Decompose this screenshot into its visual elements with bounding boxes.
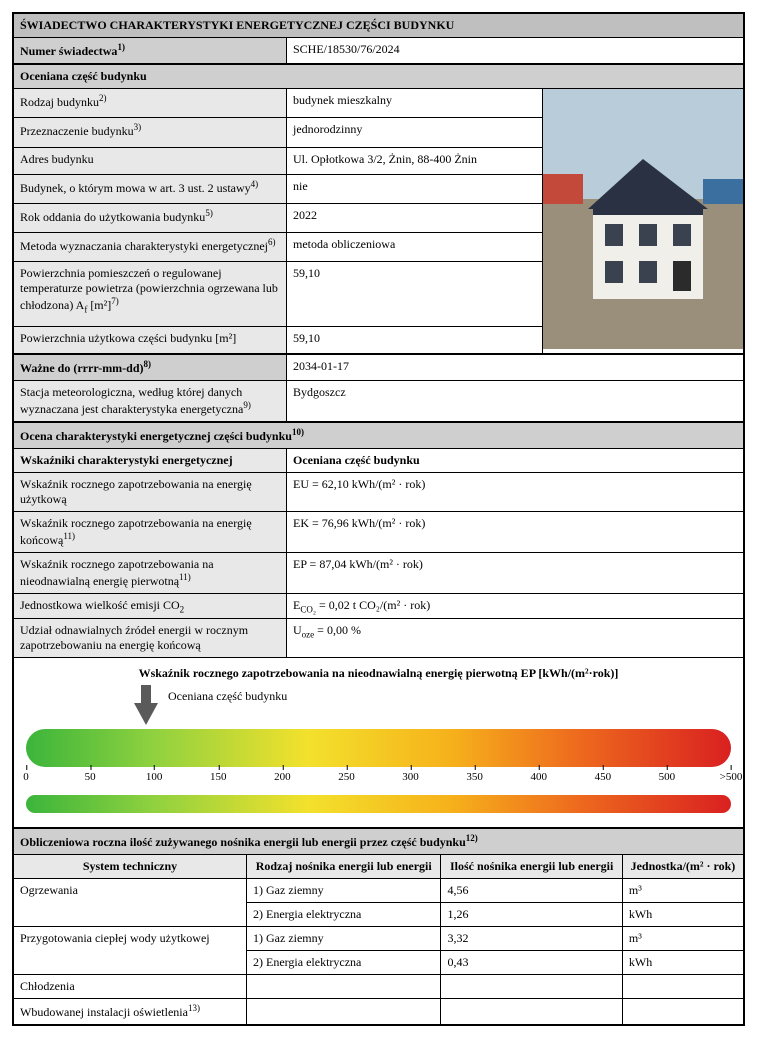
ep-arrow-icon <box>134 703 158 725</box>
section1-label: Adres budynku <box>14 147 287 174</box>
section2-col2: Oceniana część budynku <box>287 449 744 473</box>
section3-unit <box>622 999 743 1025</box>
ep-tick: 200 <box>274 771 291 783</box>
header-table: ŚWIADECTWO CHARAKTERYSTYKI ENERGETYCZNEJ… <box>13 13 744 64</box>
valid-table: Ważne do (rrrr-mm-dd)8) 2034-01-17 Stacj… <box>13 354 744 422</box>
ep-tick: 400 <box>530 771 547 783</box>
section1-value: jednorodzinny <box>287 118 543 147</box>
section1-value: budynek mieszkalny <box>287 89 543 118</box>
ep-ticks: 050100150200250300350400450500>500 <box>26 771 731 791</box>
section3-system: Ogrzewania <box>14 879 247 927</box>
section2-value: EK = 76,96 kWh/(m² · rok) <box>287 512 744 553</box>
section1-label: Przeznaczenie budynku3) <box>14 118 287 147</box>
section3-amount: 0,43 <box>441 951 622 975</box>
section1-table: Oceniana część budynku Rodzaj budynku2)b… <box>13 64 744 354</box>
section1-label: Rodzaj budynku2) <box>14 89 287 118</box>
ep-tick: 500 <box>659 771 676 783</box>
valid-value: 2034-01-17 <box>287 355 744 381</box>
doc-title: ŚWIADECTWO CHARAKTERYSTYKI ENERGETYCZNEJ… <box>14 14 744 38</box>
ep-tick: 150 <box>210 771 227 783</box>
section2-value: ECO₂ = 0,02 t CO₂/(m² · rok) <box>287 594 744 619</box>
building-photo <box>543 89 744 354</box>
ep-tick: 100 <box>146 771 163 783</box>
section3-carrier <box>247 999 441 1025</box>
cert-number-value: SCHE/18530/76/2024 <box>287 38 744 64</box>
section3-system: Chłodzenia <box>14 975 247 999</box>
section3-carrier: 1) Gaz ziemny <box>247 927 441 951</box>
section3-system: Przygotowania ciepłej wody użytkowej <box>14 927 247 975</box>
section2-value: EU = 62,10 kWh/(m² · rok) <box>287 473 744 512</box>
section3-carrier: 2) Energia elektryczna <box>247 903 441 927</box>
section2-col1: Wskaźniki charakterystyki energetycznej <box>14 449 287 473</box>
section1-value: 59,10 <box>287 262 543 327</box>
section2-label: Wskaźnik rocznego zapotrzebowania na ene… <box>14 473 287 512</box>
section3-carrier: 1) Gaz ziemny <box>247 879 441 903</box>
section2-table: Ocena charakterystyki energetycznej częś… <box>13 422 744 658</box>
ep-tick: 0 <box>23 771 29 783</box>
section3-header: System techniczny <box>14 855 247 879</box>
ep-arrow-label: Oceniana część budynku <box>168 689 287 704</box>
ep-arrow-row: Oceniana część budynku <box>20 685 737 729</box>
section2-label: Jednostkowa wielkość emisji CO2 <box>14 594 287 619</box>
section3-carrier: 2) Energia elektryczna <box>247 951 441 975</box>
section1-value: 59,10 <box>287 326 543 353</box>
ep-tick: >500 <box>720 771 743 783</box>
ep-chart: Wskaźnik rocznego zapotrzebowania na nie… <box>13 658 744 828</box>
section1-value: Ul. Opłotkowa 3/2, Żnin, 88-400 Żnin <box>287 147 543 174</box>
section2-title: Ocena charakterystyki energetycznej częś… <box>14 423 744 449</box>
certificate-container: ŚWIADECTWO CHARAKTERYSTYKI ENERGETYCZNEJ… <box>12 12 745 1026</box>
section1-label: Budynek, o którym mowa w art. 3 ust. 2 u… <box>14 174 287 203</box>
valid-label: Ważne do (rrrr-mm-dd)8) <box>14 355 287 381</box>
section3-carrier <box>247 975 441 999</box>
ep-scale-bar-thin <box>26 795 731 813</box>
section3-unit: m³ <box>622 879 743 903</box>
ep-tick: 450 <box>595 771 612 783</box>
section3-unit: kWh <box>622 951 743 975</box>
section3-system: Wbudowanej instalacji oświetlenia13) <box>14 999 247 1025</box>
section1-value: nie <box>287 174 543 203</box>
section2-label: Udział odnawialnych źródeł energii w roc… <box>14 619 287 658</box>
section2-value: Uoze = 0,00 % <box>287 619 744 658</box>
ep-tick: 50 <box>85 771 96 783</box>
section3-table: Obliczeniowa roczna ilość zużywanego noś… <box>13 828 744 1025</box>
section3-unit <box>622 975 743 999</box>
section3-header: Ilość nośnika energii lub energii <box>441 855 622 879</box>
section1-label: Powierzchnia użytkowa części budynku [m²… <box>14 326 287 353</box>
ep-tick: 300 <box>402 771 419 783</box>
cert-number-label: Numer świadectwa1) <box>14 38 287 64</box>
section1-value: metoda obliczeniowa <box>287 233 543 262</box>
section3-title: Obliczeniowa roczna ilość zużywanego noś… <box>14 829 744 855</box>
section3-amount: 4,56 <box>441 879 622 903</box>
section2-label: Wskaźnik rocznego zapotrzebowania na ene… <box>14 512 287 553</box>
ep-scale-bar <box>26 729 731 767</box>
section3-amount <box>441 975 622 999</box>
section3-amount: 3,32 <box>441 927 622 951</box>
section1-label: Metoda wyznaczania charakterystyki energ… <box>14 233 287 262</box>
section3-header: Jednostka/(m² · rok) <box>622 855 743 879</box>
section2-value: EP = 87,04 kWh/(m² · rok) <box>287 553 744 594</box>
section2-label: Wskaźnik rocznego zapotrzebowania na nie… <box>14 553 287 594</box>
section1-label: Rok oddania do użytkowania budynku5) <box>14 203 287 232</box>
section1-label: Powierzchnia pomieszczeń o regulowanej t… <box>14 262 287 327</box>
section3-amount: 1,26 <box>441 903 622 927</box>
ep-tick: 350 <box>466 771 483 783</box>
meteo-value: Bydgoszcz <box>287 381 744 422</box>
section3-header: Rodzaj nośnika energii lub energii <box>247 855 441 879</box>
ep-chart-title: Wskaźnik rocznego zapotrzebowania na nie… <box>20 666 737 681</box>
ep-arrow-stem <box>141 685 151 703</box>
section3-unit: m³ <box>622 927 743 951</box>
meteo-label: Stacja meteorologiczna, według której da… <box>14 381 287 422</box>
ep-tick: 250 <box>338 771 355 783</box>
section3-amount <box>441 999 622 1025</box>
section3-unit: kWh <box>622 903 743 927</box>
section1-title: Oceniana część budynku <box>14 65 744 89</box>
section1-value: 2022 <box>287 203 543 232</box>
